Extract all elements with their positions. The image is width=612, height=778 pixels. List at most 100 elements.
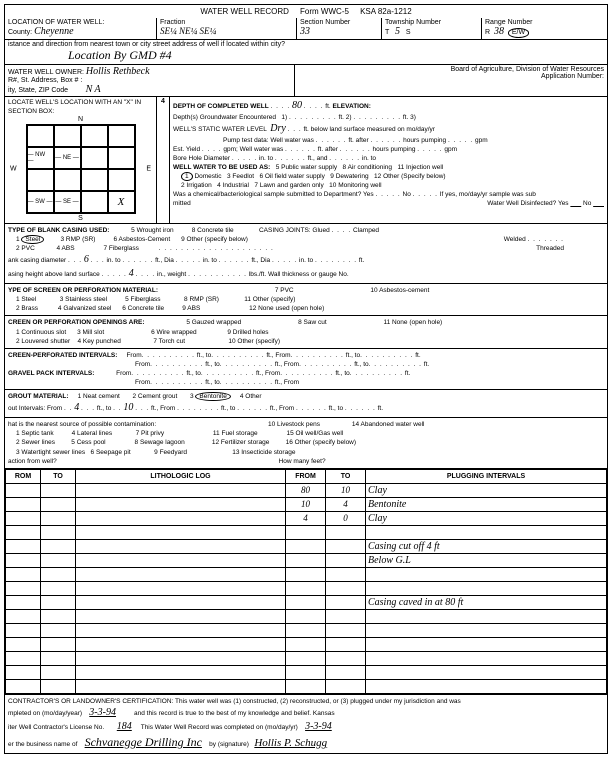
to-cell[interactable] [41,567,76,581]
to2-cell[interactable] [326,595,366,609]
to2-cell[interactable] [326,567,366,581]
plug-cell[interactable] [366,665,607,679]
dia-value[interactable]: 6 [84,254,89,265]
to-cell[interactable] [41,553,76,567]
from-cell[interactable] [286,553,326,567]
to-cell[interactable] [41,497,76,511]
from-cell[interactable] [286,679,326,693]
rom-cell[interactable] [6,679,41,693]
fraction-value[interactable]: SE¼ NE¼ SE¼ [160,26,216,36]
cert-sig[interactable]: Hollis P. Schugg [254,737,327,749]
section-x[interactable]: X [108,191,135,213]
to2-cell[interactable]: 0 [326,511,366,525]
to-cell[interactable] [41,595,76,609]
to-cell[interactable] [41,483,76,497]
to-cell[interactable] [41,665,76,679]
rom-cell[interactable] [6,595,41,609]
lith-cell[interactable] [76,567,286,581]
rom-cell[interactable] [6,483,41,497]
to2-cell[interactable] [326,679,366,693]
to-cell[interactable] [41,623,76,637]
range-value[interactable]: 38 [494,26,504,37]
to2-cell[interactable] [326,609,366,623]
lith-cell[interactable] [76,483,286,497]
from-cell[interactable] [286,567,326,581]
rom-cell[interactable] [6,665,41,679]
to2-cell[interactable]: 10 [326,483,366,497]
lith-cell[interactable] [76,581,286,595]
rom-cell[interactable] [6,553,41,567]
plug-cell[interactable] [366,651,607,665]
lith-cell[interactable] [76,623,286,637]
to-cell[interactable] [41,637,76,651]
g3-circled[interactable]: Bentonite [195,392,230,401]
from-cell[interactable] [286,525,326,539]
rom-cell[interactable] [6,623,41,637]
owner-name[interactable]: Hollis Rethbeck [86,66,150,77]
plug-cell[interactable] [366,637,607,651]
to2-cell[interactable]: 4 [326,497,366,511]
cert-lic[interactable]: 184 [117,721,132,732]
cert-date2[interactable]: 3-3-94 [305,721,332,732]
section-box[interactable]: — NW —— NE — — SW —— SE —X [26,124,136,214]
plug-cell[interactable]: Bentonite [366,497,607,511]
rom-cell[interactable] [6,609,41,623]
to2-cell[interactable] [326,553,366,567]
section-value[interactable]: 33 [300,26,310,37]
depth-value[interactable]: 80 [292,100,302,111]
cert-biz[interactable]: Schvanegge Drilling Inc [85,735,202,749]
lith-cell[interactable] [76,525,286,539]
from-cell[interactable] [286,581,326,595]
rom-cell[interactable] [6,567,41,581]
rom-cell[interactable] [6,497,41,511]
rom-cell[interactable] [6,651,41,665]
rom-cell[interactable] [6,581,41,595]
county-value[interactable]: Cheyenne [34,26,73,37]
lith-cell[interactable] [76,679,286,693]
rom-cell[interactable] [6,511,41,525]
c1-circled[interactable]: Steel [21,235,44,244]
range-ew[interactable]: E/W [508,28,529,38]
lith-cell[interactable] [76,539,286,553]
plug-cell[interactable]: Clay [366,511,607,525]
plug-cell[interactable]: Casing caved in at 80 ft [366,595,607,609]
grout-from[interactable]: 4 [74,402,79,413]
to2-cell[interactable] [326,581,366,595]
from-cell[interactable] [286,609,326,623]
from-cell[interactable]: 80 [286,483,326,497]
from-cell[interactable] [286,623,326,637]
from-cell[interactable] [286,595,326,609]
lith-cell[interactable] [76,497,286,511]
plug-cell[interactable]: Clay [366,483,607,497]
from-cell[interactable]: 10 [286,497,326,511]
lith-cell[interactable] [76,651,286,665]
to2-cell[interactable] [326,623,366,637]
lith-cell[interactable] [76,511,286,525]
plug-cell[interactable] [366,609,607,623]
street-value[interactable]: Location By GMD #4 [68,48,172,62]
grout-to[interactable]: 10 [123,402,133,413]
lith-cell[interactable] [76,553,286,567]
township-value[interactable]: 5 [395,26,400,37]
from-cell[interactable]: 4 [286,511,326,525]
lith-cell[interactable] [76,595,286,609]
plug-cell[interactable] [366,679,607,693]
plug-cell[interactable] [366,567,607,581]
from-cell[interactable] [286,665,326,679]
to-cell[interactable] [41,679,76,693]
to-cell[interactable] [41,539,76,553]
to2-cell[interactable] [326,539,366,553]
to-cell[interactable] [41,525,76,539]
u1-circled[interactable]: 1 [181,172,193,181]
plug-cell[interactable]: Below G.L [366,553,607,567]
plug-cell[interactable] [366,581,607,595]
cert-date1[interactable]: 3-3-94 [89,707,116,718]
rom-cell[interactable] [6,539,41,553]
plug-cell[interactable] [366,623,607,637]
to2-cell[interactable] [326,651,366,665]
from-cell[interactable] [286,637,326,651]
static-value[interactable]: Dry [270,123,286,134]
height-value[interactable]: 4 [129,268,134,279]
lith-cell[interactable] [76,609,286,623]
lith-cell[interactable] [76,665,286,679]
